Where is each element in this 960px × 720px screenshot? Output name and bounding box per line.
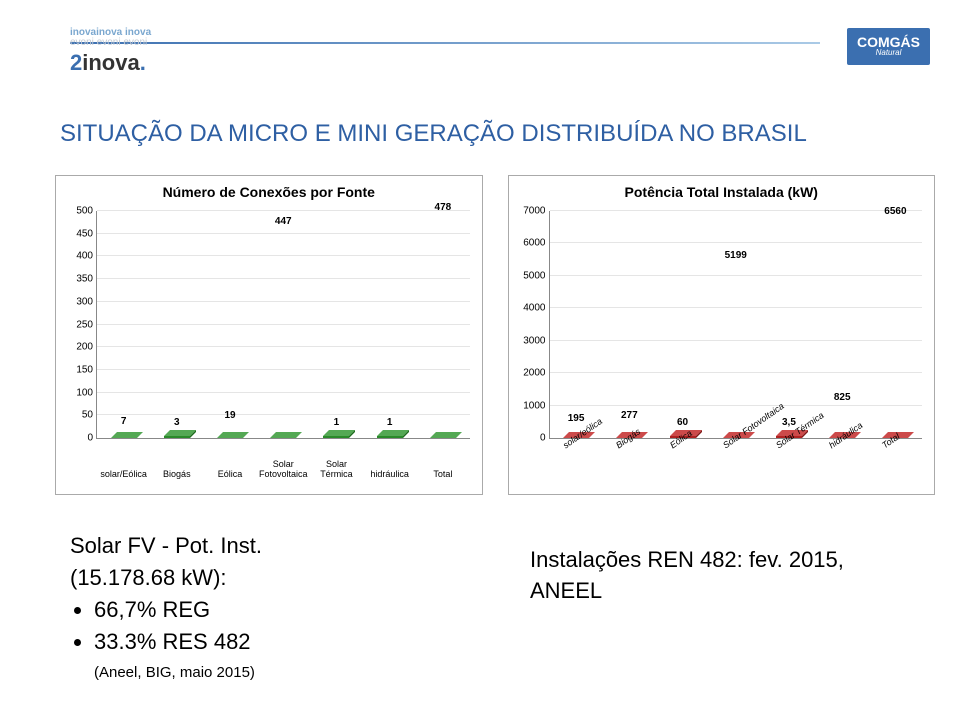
logo-text: 2inova.: [70, 50, 151, 76]
gridline: [550, 340, 923, 341]
gridline: [550, 242, 923, 243]
gridline: [97, 278, 470, 279]
gridline: [550, 372, 923, 373]
bar-value-label: 3: [152, 417, 202, 428]
footer-left-source: (Aneel, BIG, maio 2015): [94, 662, 262, 684]
gridline: [550, 275, 923, 276]
y-tick: 1000: [512, 400, 546, 411]
x-axis-label: Eólica: [200, 470, 260, 480]
gridline: [97, 414, 470, 415]
x-axis-label: Total: [413, 470, 473, 480]
bar-value-label: 7: [99, 416, 149, 427]
y-tick: 150: [59, 364, 93, 375]
y-tick: 6000: [512, 238, 546, 249]
y-tick: 200: [59, 342, 93, 353]
y-tick: 2000: [512, 368, 546, 379]
y-tick: 450: [59, 228, 93, 239]
y-tick: 0: [59, 433, 93, 444]
gridline: [97, 369, 470, 370]
chart1-plot: 0501001502002503003504004505007solar/Eól…: [96, 211, 470, 439]
y-tick: 350: [59, 274, 93, 285]
y-tick: 300: [59, 296, 93, 307]
x-axis-label: Biogás: [147, 470, 207, 480]
gridline: [97, 301, 470, 302]
y-tick: 5000: [512, 270, 546, 281]
chart1-title: Número de Conexões por Fonte: [56, 176, 482, 200]
y-tick: 0: [512, 433, 546, 444]
header: inovainova inovaevoni evoni evoni 2inova…: [70, 28, 930, 108]
logo-two: 2: [70, 50, 82, 75]
y-tick: 250: [59, 319, 93, 330]
chart2-title: Potência Total Instalada (kW): [509, 176, 935, 200]
inova-logo: inovainova inovaevoni evoni evoni 2inova…: [70, 28, 151, 76]
x-axis-label: hidráulica: [360, 470, 420, 480]
x-axis-label: SolarFotovoltaica: [253, 460, 313, 480]
gridline: [97, 392, 470, 393]
gridline: [97, 255, 470, 256]
x-axis-label: solar/Eólica: [94, 470, 154, 480]
gridline: [97, 324, 470, 325]
y-tick: 3000: [512, 335, 546, 346]
bar-value-label: 478: [418, 202, 468, 213]
chart-connections: Número de Conexões por Fonte 05010015020…: [55, 175, 483, 495]
y-tick: 400: [59, 251, 93, 262]
footer-left: Solar FV - Pot. Inst. (15.178.68 kW): 66…: [70, 530, 262, 683]
bar-value-label: 1: [365, 417, 415, 428]
bar-value-label: 1: [311, 417, 361, 428]
comgas-logo: COMGÁS Natural: [847, 28, 930, 65]
gridline: [550, 210, 923, 211]
chart-power: Potência Total Instalada (kW) 0100020003…: [508, 175, 936, 495]
bar-value-label: 19: [205, 410, 255, 421]
y-tick: 500: [59, 206, 93, 217]
logo-dot: .: [140, 50, 146, 75]
gridline: [97, 346, 470, 347]
footer-left-line1: Solar FV - Pot. Inst.: [70, 530, 262, 562]
x-axis-label: SolarTérmica: [306, 460, 366, 480]
charts-container: Número de Conexões por Fonte 05010015020…: [55, 175, 935, 495]
y-tick: 100: [59, 387, 93, 398]
chart2-plot: 01000200030004000500060007000195solar/eó…: [549, 211, 923, 439]
logo-inova: inova: [82, 50, 139, 75]
gridline: [550, 307, 923, 308]
page-title: SITUAÇÃO DA MICRO E MINI GERAÇÃO DISTRIB…: [60, 120, 807, 148]
bar-value-label: 825: [817, 392, 867, 403]
bar-value-label: 5199: [711, 250, 761, 261]
gridline: [97, 210, 470, 211]
bar-value-label: 447: [258, 216, 308, 227]
logo-cloud: inovainova inovaevoni evoni evoni: [70, 28, 151, 48]
footer-right-line1: Instalações REN 482: fev. 2015,: [530, 545, 844, 576]
footer-right: Instalações REN 482: fev. 2015, ANEEL: [530, 545, 844, 607]
y-tick: 50: [59, 410, 93, 421]
header-divider: [70, 42, 820, 44]
footer-left-bullet2: 33.3% RES 482: [94, 626, 262, 658]
footer-left-bullet1: 66,7% REG: [94, 594, 262, 626]
gridline: [97, 233, 470, 234]
footer-right-line2: ANEEL: [530, 576, 844, 607]
y-tick: 7000: [512, 206, 546, 217]
y-tick: 4000: [512, 303, 546, 314]
bar-value-label: 6560: [870, 206, 920, 217]
footer-left-line2: (15.178.68 kW):: [70, 562, 262, 594]
